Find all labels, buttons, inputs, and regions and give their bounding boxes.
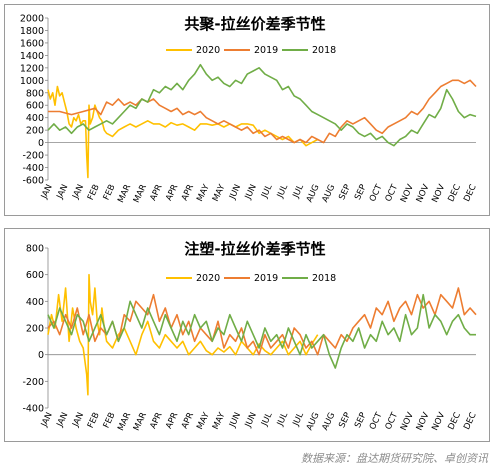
source-note: 数据来源：盘达期货研究院、卓创资讯 <box>301 452 488 465</box>
chart-panel-pp-injection <box>4 228 490 442</box>
chart-panel-pp-copolymer <box>4 4 490 216</box>
